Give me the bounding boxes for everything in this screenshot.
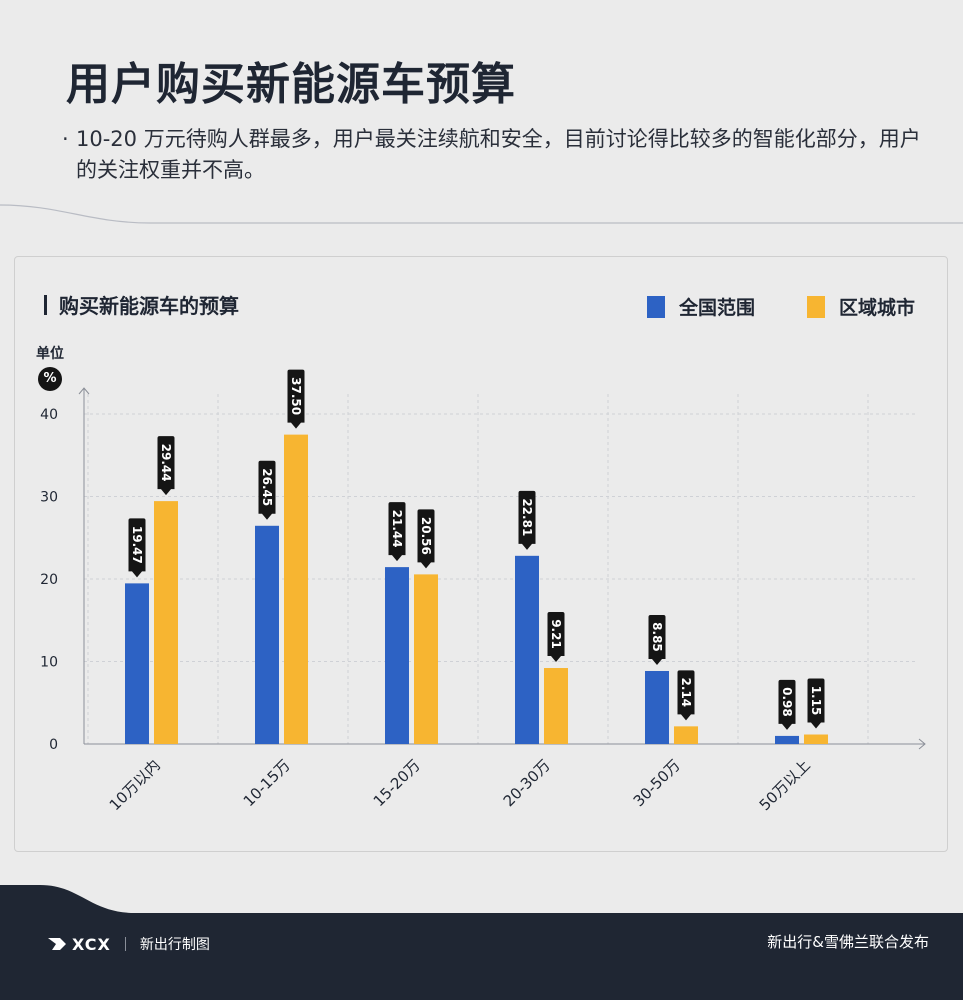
- page-title: 用户购买新能源车预算: [66, 59, 516, 110]
- unit-badge: %: [38, 367, 62, 391]
- bar-regional: [284, 434, 308, 744]
- title-accent-bar: [44, 294, 47, 315]
- data-label: 37.50: [289, 377, 303, 415]
- data-label: 29.44: [159, 444, 173, 482]
- x-axis-arrow-icon: [918, 738, 926, 750]
- y-tick-label: 40: [40, 407, 58, 423]
- data-label: 21.44: [390, 510, 404, 548]
- y-tick-label: 0: [49, 737, 58, 753]
- legend-swatch-regional: [807, 295, 825, 318]
- logo-text: XCX: [72, 934, 111, 954]
- x-tick-label: 10-15万: [240, 756, 294, 810]
- legend-label-national: 全国范围: [679, 297, 756, 319]
- bar-regional: [674, 726, 698, 744]
- x-tick-label: 20-30万: [500, 756, 554, 810]
- bar-national: [385, 567, 409, 744]
- x-tick-label: 15-20万: [370, 756, 424, 810]
- bar-national: [775, 735, 799, 744]
- bar-regional: [544, 668, 568, 744]
- data-label: 22.81: [520, 498, 534, 536]
- legend-label-regional: 区域城市: [839, 297, 916, 319]
- legend-regional: 区域城市: [807, 293, 915, 320]
- y-axis-arrow-icon: [78, 387, 90, 395]
- legend-swatch-national: [647, 295, 665, 318]
- chart-title: 购买新能源车的预算: [44, 290, 239, 319]
- data-label: 9.21: [549, 619, 563, 649]
- data-label-badge: [547, 612, 565, 663]
- logo-arrow-icon: [48, 938, 66, 950]
- x-tick-label: 30-50万: [630, 756, 684, 810]
- data-label-badge: [518, 490, 536, 550]
- bar-chart: 0 10 20 30 40 19.47 29.44 10万以内 26.45 37.50 10-15万…: [40, 369, 926, 814]
- y-tick-label: 30: [40, 490, 58, 506]
- x-tick-label: 50万以上: [756, 756, 814, 814]
- legend-national: 全国范围: [647, 293, 755, 320]
- data-label: 20.56: [419, 517, 433, 555]
- footer-logo: XCX 新出行制图: [48, 934, 210, 954]
- data-label: 26.45: [260, 468, 274, 506]
- x-tick-label: 10万以内: [106, 756, 164, 814]
- data-label-badge: [287, 369, 305, 429]
- data-label-badge: [128, 518, 146, 578]
- bullet: ·: [62, 127, 69, 151]
- bar-regional: [414, 574, 438, 744]
- footer: [0, 885, 963, 1000]
- bar-national: [645, 670, 669, 744]
- data-label-badge: [417, 509, 435, 569]
- data-label-badge: [778, 679, 796, 730]
- data-label: 8.85: [650, 622, 664, 652]
- description-text: 10-20 万元待购人群最多，用户最关注续航和安全，目前讨论得比较多的智能化部分…: [76, 127, 921, 182]
- data-label-badge: [258, 460, 276, 520]
- bar-national: [255, 525, 279, 744]
- data-label-badge: [807, 678, 825, 729]
- bar-regional: [154, 501, 178, 744]
- data-label: 19.47: [130, 526, 144, 564]
- y-tick-label: 10: [40, 655, 58, 671]
- bar-regional: [804, 734, 828, 744]
- data-label: 0.98: [780, 687, 794, 717]
- data-label-badge: [388, 502, 406, 562]
- description: · 10-20 万元待购人群最多，用户最关注续航和安全，目前讨论得比较多的智能化…: [62, 124, 932, 186]
- logo-separator: [124, 937, 126, 951]
- data-label-badge: [157, 436, 175, 496]
- data-label: 1.15: [809, 686, 823, 716]
- chart-title-text: 购买新能源车的预算: [59, 294, 239, 318]
- footer-right-text: 新出行&雪佛兰联合发布: [767, 933, 929, 951]
- data-label: 2.14: [679, 678, 693, 708]
- y-tick-label: 20: [40, 572, 58, 588]
- unit-label: 单位: [36, 346, 64, 362]
- footer-left-text: 新出行制图: [139, 937, 210, 953]
- data-label-badge: [648, 614, 666, 665]
- bar-national: [125, 583, 149, 744]
- footer-background: [0, 885, 963, 1000]
- bar-national: [515, 555, 539, 744]
- data-label-badge: [677, 670, 695, 721]
- header-divider-curve: [0, 204, 963, 224]
